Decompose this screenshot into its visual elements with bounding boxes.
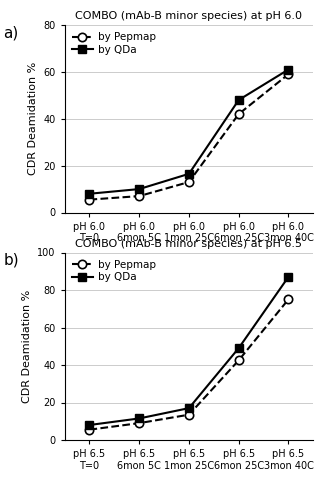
Y-axis label: CDR Deamidation %: CDR Deamidation % <box>28 62 38 176</box>
by QDa <box>237 345 241 351</box>
Title: COMBO (mAb-B minor species) at pH 6.0: COMBO (mAb-B minor species) at pH 6.0 <box>76 12 302 22</box>
by Pepmap <box>237 111 241 117</box>
by Pepmap <box>88 426 91 432</box>
by QDa <box>237 97 241 103</box>
by QDa <box>88 422 91 428</box>
Text: b): b) <box>3 252 19 268</box>
by Pepmap <box>237 358 241 364</box>
by Pepmap <box>287 296 290 302</box>
by QDa <box>187 171 191 177</box>
by QDa <box>137 186 141 192</box>
by QDa <box>187 405 191 411</box>
by QDa <box>137 416 141 422</box>
Text: a): a) <box>3 25 18 40</box>
Line: by Pepmap: by Pepmap <box>85 295 293 434</box>
Y-axis label: CDR Deamidation %: CDR Deamidation % <box>22 290 32 403</box>
by QDa <box>88 190 91 196</box>
by Pepmap <box>137 420 141 426</box>
by Pepmap <box>187 179 191 185</box>
by QDa <box>287 66 290 72</box>
Line: by QDa: by QDa <box>85 272 293 429</box>
Line: by Pepmap: by Pepmap <box>85 70 293 204</box>
by Pepmap <box>287 71 290 77</box>
Line: by QDa: by QDa <box>85 66 293 198</box>
by Pepmap <box>137 193 141 199</box>
by Pepmap <box>187 412 191 418</box>
Title: COMBO (mAb-B minor species) at pH 6.5: COMBO (mAb-B minor species) at pH 6.5 <box>76 239 302 249</box>
by QDa <box>287 274 290 280</box>
Legend: by Pepmap, by QDa: by Pepmap, by QDa <box>70 30 158 57</box>
Legend: by Pepmap, by QDa: by Pepmap, by QDa <box>70 258 158 284</box>
by Pepmap <box>88 196 91 202</box>
